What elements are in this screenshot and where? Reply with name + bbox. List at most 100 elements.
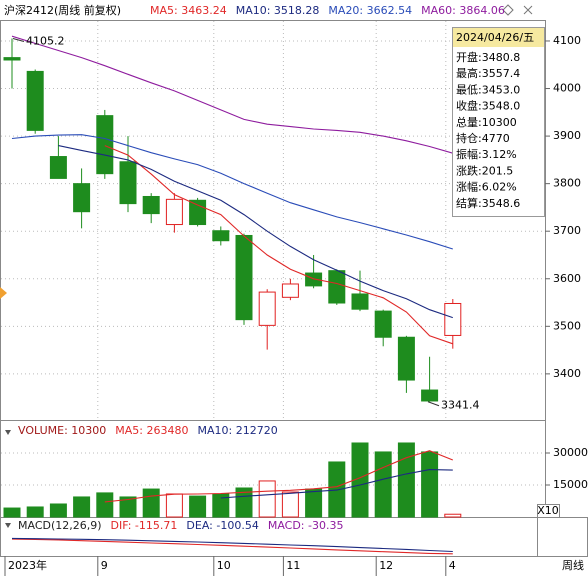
candle-body [142,195,160,215]
volume-bar [235,487,253,518]
y-tick-label: 30000 [553,446,588,459]
ma-line [104,145,453,345]
annotation-arrow [427,401,440,407]
zoom-label: X10 [537,504,559,517]
x-tick-label: 11 [286,559,300,572]
candle-body [305,272,323,287]
volume-bar [96,492,114,518]
x-tick-label: 4 [449,559,456,572]
info-date-bg [453,28,544,47]
info-box: 2024/04/26/五 开盘:3480.8 最高:3557.4 最低:3453.0… [452,27,545,217]
volume-bar [119,496,137,518]
x-tick-label: 12 [379,559,393,572]
candle-body [189,199,207,226]
y-tick-label: 3700 [553,224,581,237]
y-tick-label: 3400 [553,367,581,380]
info-row: 涨跌:201.5 [456,163,513,177]
candle-body [49,156,67,179]
y-tick-label: 15000 [553,478,588,491]
y-tick-label: 3600 [553,272,581,285]
candle-body [444,302,462,336]
candle-body [421,389,439,402]
x-tick-label: 2023年 [8,558,47,572]
candle-body [351,293,369,310]
volume-bar [421,451,439,518]
y-tick-label: 3900 [553,129,581,142]
x-tick-label: 9 [101,559,108,572]
info-date: 2024/04/26/五 [456,31,534,44]
low-annotation: 3341.4 [441,399,480,412]
legend-entry: MA20: 3662.54 [328,4,412,17]
high-annotation: 4105.2 [26,35,65,48]
candle-body [235,234,253,321]
instrument-title: 沪深2412(周线 前复权) [4,3,121,17]
info-row: 涨幅:6.02% [456,181,517,194]
ma-line [11,35,453,154]
legend-entry: DEA: -100.54 [186,519,258,532]
candle-body [397,336,415,381]
period-label: 周线 [562,558,584,572]
volume-bar [49,503,67,518]
volume-bar [305,488,323,518]
legend-entry: MACD: -30.35 [268,519,344,532]
legend-entry: VOLUME: 10300 [18,424,106,437]
ma-line [220,469,453,499]
info-row: 结算:3548.6 [456,196,520,210]
legend-entry: DIF: -115.71 [111,519,178,532]
candle-body [281,283,299,298]
volume-bar [281,491,299,518]
info-row: 开盘:3480.8 [456,50,520,64]
close-button[interactable] [523,5,533,15]
y-tick-label: 4000 [553,82,581,95]
annotation-arrow [12,38,25,42]
ma-line [11,537,453,553]
side-handle[interactable] [0,287,7,299]
candle-body [374,310,392,338]
volume-bar [374,451,392,518]
info-row: 收盘:3548.0 [456,99,520,113]
legend-entry: MA10: 3518.28 [236,4,320,17]
volume-bar [73,496,91,518]
legend-entry: MA5: 3463.24 [150,4,227,17]
volume-bar [26,506,44,518]
candle-body [165,198,183,226]
volume-bar [3,507,21,518]
volume-bar [328,461,346,518]
info-row: 持仓:4770 [456,131,510,145]
y-tick-label: 4100 [553,34,581,47]
macd-collapse[interactable] [5,523,11,528]
y-tick-label: 3800 [553,177,581,190]
legend-entry: MA60: 3864.06 [421,4,505,17]
y-tick-label: 3500 [553,319,581,332]
x-tick-label: 10 [217,559,231,572]
candle-body [3,57,21,61]
ma-line [58,145,453,319]
info-frame [452,27,545,217]
info-row: 最高:3557.4 [456,66,520,80]
corner-box [537,517,588,557]
diamond-button[interactable] [502,4,514,16]
candle-body [212,230,230,242]
ma-line [11,538,453,555]
legend-entry: MA10: 212720 [197,424,277,437]
candle-body [73,183,91,213]
ma-line [104,450,454,503]
volume-bar [258,480,276,518]
volume-bar [444,513,462,518]
candle-body [119,161,137,205]
info-row: 最低:3453.0 [456,83,520,96]
volume-bar [351,442,369,518]
volume-bar [165,493,183,518]
candle-body [328,270,346,304]
toolbar-icons [502,4,533,16]
candle-body [258,291,276,326]
candle-body [96,115,114,175]
legend-entry: MACD(12,26,9) [18,519,102,532]
volume-bar [189,495,207,518]
volume-collapse[interactable] [5,430,11,435]
volume-bar [142,488,160,518]
legend-entry: MA5: 263480 [115,424,188,437]
info-row: 总量:10300 [456,115,517,129]
volume-bar [397,442,415,518]
